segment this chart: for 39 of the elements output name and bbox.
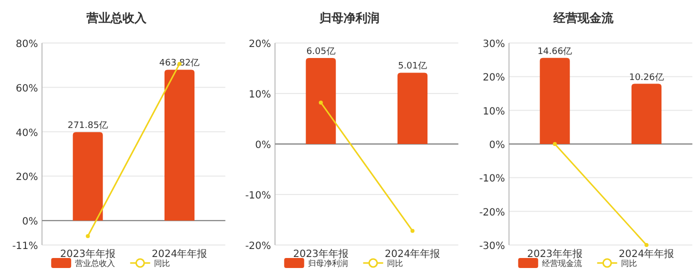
data-label: 14.66亿 — [537, 46, 572, 57]
chart-title: 经营现金流 — [552, 11, 614, 26]
legend-label: 同比 — [154, 258, 170, 268]
y-tick-label: 10% — [249, 90, 272, 100]
legend-label: 同比 — [387, 258, 404, 268]
x-tick-label: 2023年年报 — [526, 248, 582, 260]
data-label: 6.05亿 — [306, 46, 336, 57]
y-tick-label: 80% — [16, 39, 38, 50]
x-tick-label: 2024年年报 — [385, 248, 441, 260]
legend-label: 归母净利润 — [308, 258, 348, 268]
y-tick-label: 40% — [16, 128, 38, 139]
legend-label: 经营现金流 — [542, 258, 582, 268]
data-label: 463.82亿 — [159, 58, 200, 69]
y-tick-label: 20% — [16, 172, 38, 184]
y-tick-label: 20% — [482, 72, 505, 84]
y-tick-label: 0% — [22, 216, 38, 228]
y-tick-label: -30% — [478, 240, 505, 252]
y-tick-label: 30% — [482, 39, 505, 50]
x-tick-label: 2024年年报 — [618, 248, 674, 260]
chart-title: 营业总收入 — [86, 11, 148, 26]
y-tick-label: 20% — [249, 39, 272, 50]
data-label: 5.01亿 — [398, 60, 428, 72]
y-tick-label: 60% — [16, 83, 38, 94]
data-label: 10.26亿 — [628, 72, 664, 83]
legend-label: 同比 — [620, 258, 637, 268]
y-tick-label: 10% — [482, 106, 505, 118]
data-label: 271.85亿 — [68, 120, 108, 132]
y-tick-label: -20% — [478, 207, 505, 218]
x-tick-label: 2024年年报 — [152, 248, 208, 260]
y-tick-label: -20% — [246, 240, 272, 252]
y-tick-label: 0% — [255, 140, 272, 151]
y-tick-label: 0% — [488, 140, 505, 151]
x-tick-label: 2023年年报 — [293, 248, 349, 260]
y-tick-label: -10% — [478, 174, 505, 185]
y-tick-label: -11% — [12, 240, 38, 252]
y-tick-label: -10% — [246, 190, 272, 202]
legend-label: 营业总收入 — [75, 258, 116, 268]
chart-title: 归母净利润 — [318, 11, 380, 26]
x-tick-label: 2023年年报 — [60, 248, 116, 260]
